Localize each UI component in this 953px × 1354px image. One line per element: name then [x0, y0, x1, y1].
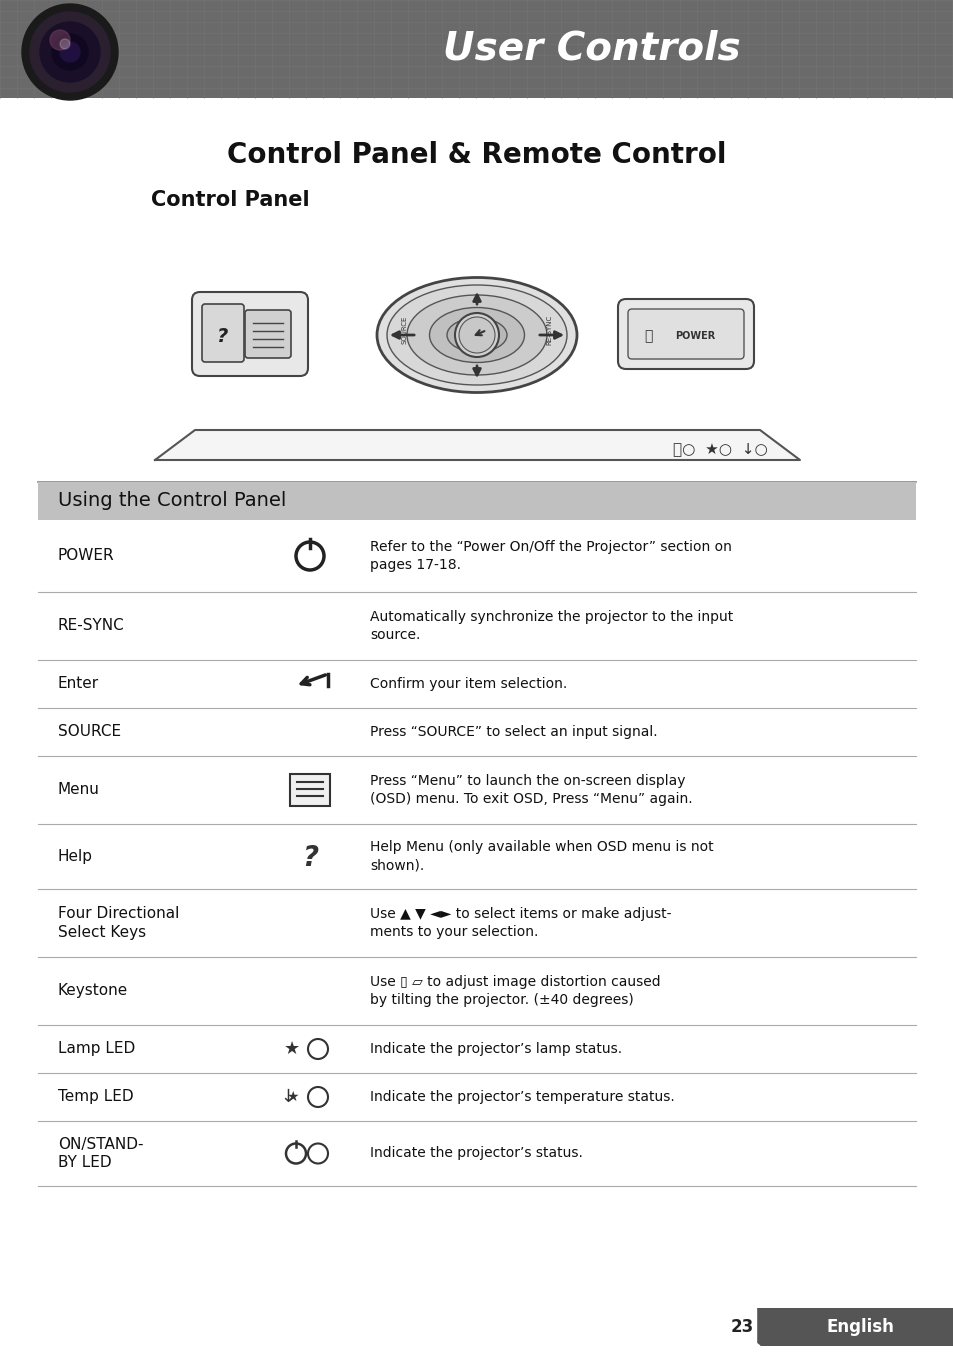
Circle shape: [40, 22, 100, 83]
Text: RE-SYNC: RE-SYNC: [545, 315, 552, 345]
Text: Confirm your item selection.: Confirm your item selection.: [370, 677, 567, 691]
Ellipse shape: [387, 284, 566, 385]
FancyBboxPatch shape: [627, 309, 743, 359]
Ellipse shape: [447, 318, 506, 352]
Text: SOURCE: SOURCE: [401, 315, 408, 344]
Text: ⏻: ⏻: [643, 329, 652, 343]
FancyBboxPatch shape: [618, 299, 753, 370]
Text: Menu: Menu: [58, 783, 100, 798]
Text: Automatically synchronize the projector to the input
source.: Automatically synchronize the projector …: [370, 609, 733, 642]
Ellipse shape: [407, 295, 546, 375]
Bar: [38, 482, 915, 520]
Text: Control Panel & Remote Control: Control Panel & Remote Control: [227, 141, 726, 169]
Bar: [709, 1308, 953, 1346]
Circle shape: [60, 42, 80, 62]
Circle shape: [22, 4, 118, 100]
Text: ★: ★: [284, 1040, 300, 1057]
Text: RE-SYNC: RE-SYNC: [58, 619, 125, 634]
Bar: [0, 0, 953, 97]
Bar: [290, 774, 330, 806]
Circle shape: [458, 317, 495, 353]
FancyBboxPatch shape: [192, 292, 308, 376]
Text: Using the Control Panel: Using the Control Panel: [58, 492, 286, 510]
Text: 23: 23: [730, 1317, 753, 1336]
Text: ↓: ↓: [280, 1089, 295, 1106]
Text: Indicate the projector’s temperature status.: Indicate the projector’s temperature sta…: [370, 1090, 674, 1104]
Polygon shape: [709, 1308, 755, 1346]
Circle shape: [60, 39, 70, 49]
Text: SOURCE: SOURCE: [58, 724, 121, 739]
Text: Use ▯ ▱ to adjust image distortion caused
by tilting the projector. (±40 degrees: Use ▯ ▱ to adjust image distortion cause…: [370, 975, 659, 1007]
Text: POWER: POWER: [674, 330, 715, 341]
Text: Refer to the “Power On/Off the Projector” section on
pages 17-18.: Refer to the “Power On/Off the Projector…: [370, 540, 731, 573]
Circle shape: [52, 34, 88, 70]
Text: Help: Help: [58, 849, 92, 864]
Polygon shape: [154, 431, 800, 460]
Text: Use ▲ ▼ ◄► to select items or make adjust-
ments to your selection.: Use ▲ ▼ ◄► to select items or make adjus…: [370, 907, 671, 940]
Text: Four Directional
Select Keys: Four Directional Select Keys: [58, 906, 179, 940]
Text: Press “Menu” to launch the on-screen display
(OSD) menu. To exit OSD, Press “Men: Press “Menu” to launch the on-screen dis…: [370, 773, 692, 806]
Text: Indicate the projector’s status.: Indicate the projector’s status.: [370, 1147, 582, 1160]
Text: ★: ★: [286, 1090, 298, 1104]
Text: English: English: [825, 1317, 893, 1336]
Ellipse shape: [376, 278, 577, 393]
Text: Lamp LED: Lamp LED: [58, 1041, 135, 1056]
FancyBboxPatch shape: [245, 310, 291, 357]
Text: Keystone: Keystone: [58, 983, 128, 998]
Circle shape: [455, 313, 498, 357]
Text: ?: ?: [217, 326, 229, 345]
Circle shape: [30, 12, 110, 92]
Text: ?: ?: [301, 845, 317, 872]
Circle shape: [50, 30, 70, 50]
Text: Enter: Enter: [58, 677, 99, 692]
Text: ON/STAND-
BY LED: ON/STAND- BY LED: [58, 1137, 143, 1170]
Text: Indicate the projector’s lamp status.: Indicate the projector’s lamp status.: [370, 1043, 621, 1056]
FancyBboxPatch shape: [202, 305, 244, 362]
Ellipse shape: [429, 307, 524, 363]
Text: User Controls: User Controls: [442, 30, 740, 68]
Text: Help Menu (only available when OSD menu is not
shown).: Help Menu (only available when OSD menu …: [370, 841, 713, 873]
Text: Control Panel: Control Panel: [151, 190, 309, 210]
Text: Temp LED: Temp LED: [58, 1090, 133, 1105]
Text: POWER: POWER: [58, 548, 114, 563]
Polygon shape: [709, 1308, 760, 1346]
Text: ⏻○  ★○  ↓○: ⏻○ ★○ ↓○: [672, 443, 766, 458]
Text: Press “SOURCE” to select an input signal.: Press “SOURCE” to select an input signal…: [370, 724, 657, 739]
